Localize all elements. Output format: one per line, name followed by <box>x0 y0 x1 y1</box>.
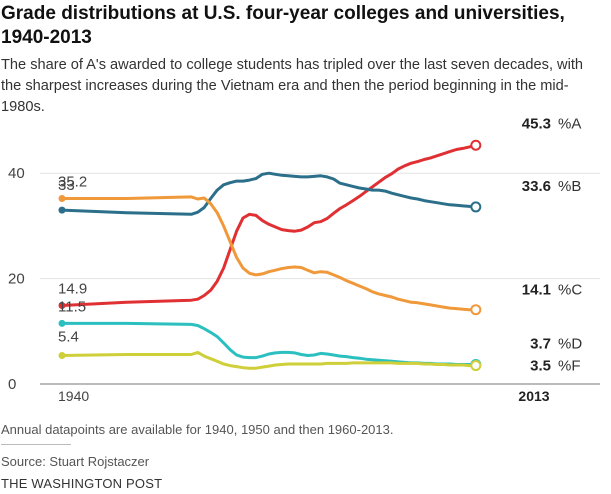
series-line-f <box>60 350 478 370</box>
chart-subtitle: The share of A's awarded to college stud… <box>1 57 584 115</box>
end-marker-b <box>470 201 482 213</box>
y-tick-label: 40 <box>8 165 25 182</box>
end-value-label-a: 45.3 <box>522 115 551 132</box>
series-name-label-c: %C <box>558 282 582 299</box>
end-value-label-b: 33.6 <box>522 178 551 195</box>
series-line-b <box>60 171 478 216</box>
y-tick-labels: 0 20 40 <box>8 165 25 393</box>
source-line: Source: Stuart Rojstaczer <box>1 454 150 469</box>
series-name-label-a: %A <box>558 115 581 132</box>
y-tick-label: 0 <box>8 376 16 393</box>
series-labels: 14.9 45.3 %A 33 33.6 %B 35.2 14.1 %C 11.5 3.7 %D 5.4… <box>58 115 582 374</box>
start-marker-c <box>58 194 66 202</box>
end-marker-c <box>470 304 482 316</box>
start-value-label-f: 5.4 <box>58 329 79 346</box>
series-markers <box>58 139 482 372</box>
start-marker-a <box>58 301 66 309</box>
x-tick-label: 1940 <box>58 388 89 404</box>
series-line-c <box>60 195 478 312</box>
start-marker-f <box>58 352 66 360</box>
x-tick-label: 2013 <box>518 388 549 404</box>
start-value-label-a: 14.9 <box>58 280 87 297</box>
start-marker-d <box>58 319 66 327</box>
series-name-label-f: %F <box>558 358 581 375</box>
y-tick-label: 20 <box>8 271 25 288</box>
series-line-a <box>60 143 478 307</box>
publisher-credit: THE WASHINGTON POST <box>1 476 163 491</box>
start-value-label-d: 11.5 <box>58 298 86 315</box>
series-lines <box>60 143 478 370</box>
divider <box>1 444 71 445</box>
series-name-label-d: %D <box>558 336 582 353</box>
end-marker-a <box>470 139 482 151</box>
start-value-label-c: 35.2 <box>58 173 87 190</box>
chart-note: Annual datapoints are available for 1940… <box>1 422 394 437</box>
series-name-label-b: %B <box>558 178 581 195</box>
start-value-label-b: 33 <box>58 177 75 194</box>
end-value-label-f: 3.5 <box>530 358 551 375</box>
chart-title: Grade distributions at U.S. four-year co… <box>1 3 565 48</box>
series-line-d <box>60 321 478 366</box>
end-value-label-d: 3.7 <box>530 336 551 353</box>
end-marker-f <box>470 360 482 372</box>
start-marker-b <box>58 206 66 214</box>
x-tick-labels: 1940 2013 <box>58 388 550 404</box>
end-value-label-c: 14.1 <box>522 282 551 299</box>
gridlines <box>40 172 600 385</box>
